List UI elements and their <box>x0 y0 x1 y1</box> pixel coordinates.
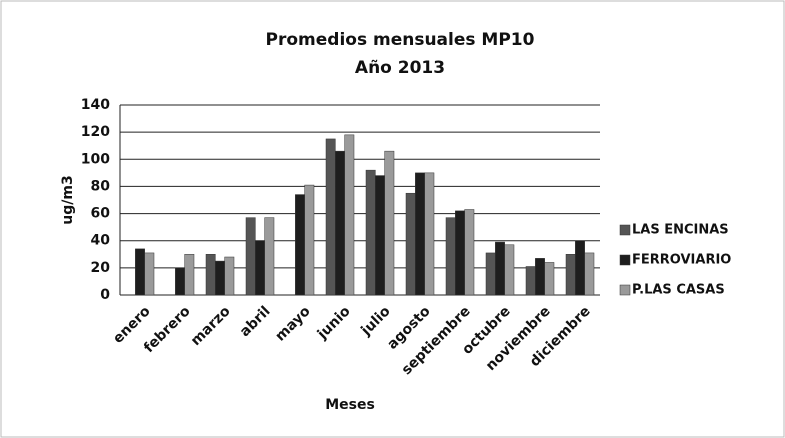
bar <box>335 150 345 296</box>
bar <box>575 240 585 296</box>
bar <box>445 217 456 296</box>
bar <box>544 262 555 296</box>
bar <box>325 138 336 296</box>
y-tick-label: 20 <box>91 260 111 276</box>
legend-swatch <box>619 284 631 296</box>
bar <box>344 134 355 296</box>
legend-swatch <box>619 254 631 266</box>
bar <box>464 209 475 296</box>
bar <box>565 254 576 296</box>
bar <box>365 169 376 296</box>
y-tick-label: 0 <box>100 287 110 303</box>
y-tick-label: 100 <box>81 151 110 167</box>
x-axis-label: Meses <box>325 397 375 413</box>
chart-title: Promedios mensuales MP10 <box>266 30 535 50</box>
bar <box>175 267 185 296</box>
bar <box>224 256 235 296</box>
y-axis-label: ug/m3 <box>60 175 76 224</box>
bar <box>295 194 305 296</box>
y-tick-label: 60 <box>91 206 111 222</box>
bar <box>304 184 315 296</box>
bar <box>245 217 256 296</box>
bar <box>535 258 545 296</box>
y-tick-label: 40 <box>91 233 111 249</box>
bar <box>495 241 505 296</box>
bar <box>135 248 145 296</box>
bar <box>205 254 216 296</box>
bar <box>384 150 395 296</box>
bar <box>525 266 536 296</box>
legend-label: LAS ENCINAS <box>632 223 729 238</box>
bar <box>405 192 416 296</box>
bar <box>485 252 496 296</box>
bar <box>424 172 435 296</box>
bar <box>415 172 425 296</box>
bar <box>264 217 275 296</box>
chart-subtitle: Año 2013 <box>355 58 445 78</box>
bar <box>184 254 195 296</box>
bar <box>255 240 265 296</box>
y-tick-label: 140 <box>81 97 110 113</box>
bar <box>144 252 155 296</box>
legend-label: FERROVIARIO <box>632 253 731 268</box>
y-tick-label: 80 <box>91 178 111 194</box>
bar <box>215 260 225 296</box>
legend-swatch <box>619 224 631 236</box>
bar <box>504 244 515 296</box>
bar <box>455 210 465 296</box>
bar <box>375 175 385 296</box>
bar <box>584 252 595 296</box>
legend-label: P.LAS CASAS <box>632 283 725 298</box>
y-tick-label: 120 <box>81 124 110 140</box>
